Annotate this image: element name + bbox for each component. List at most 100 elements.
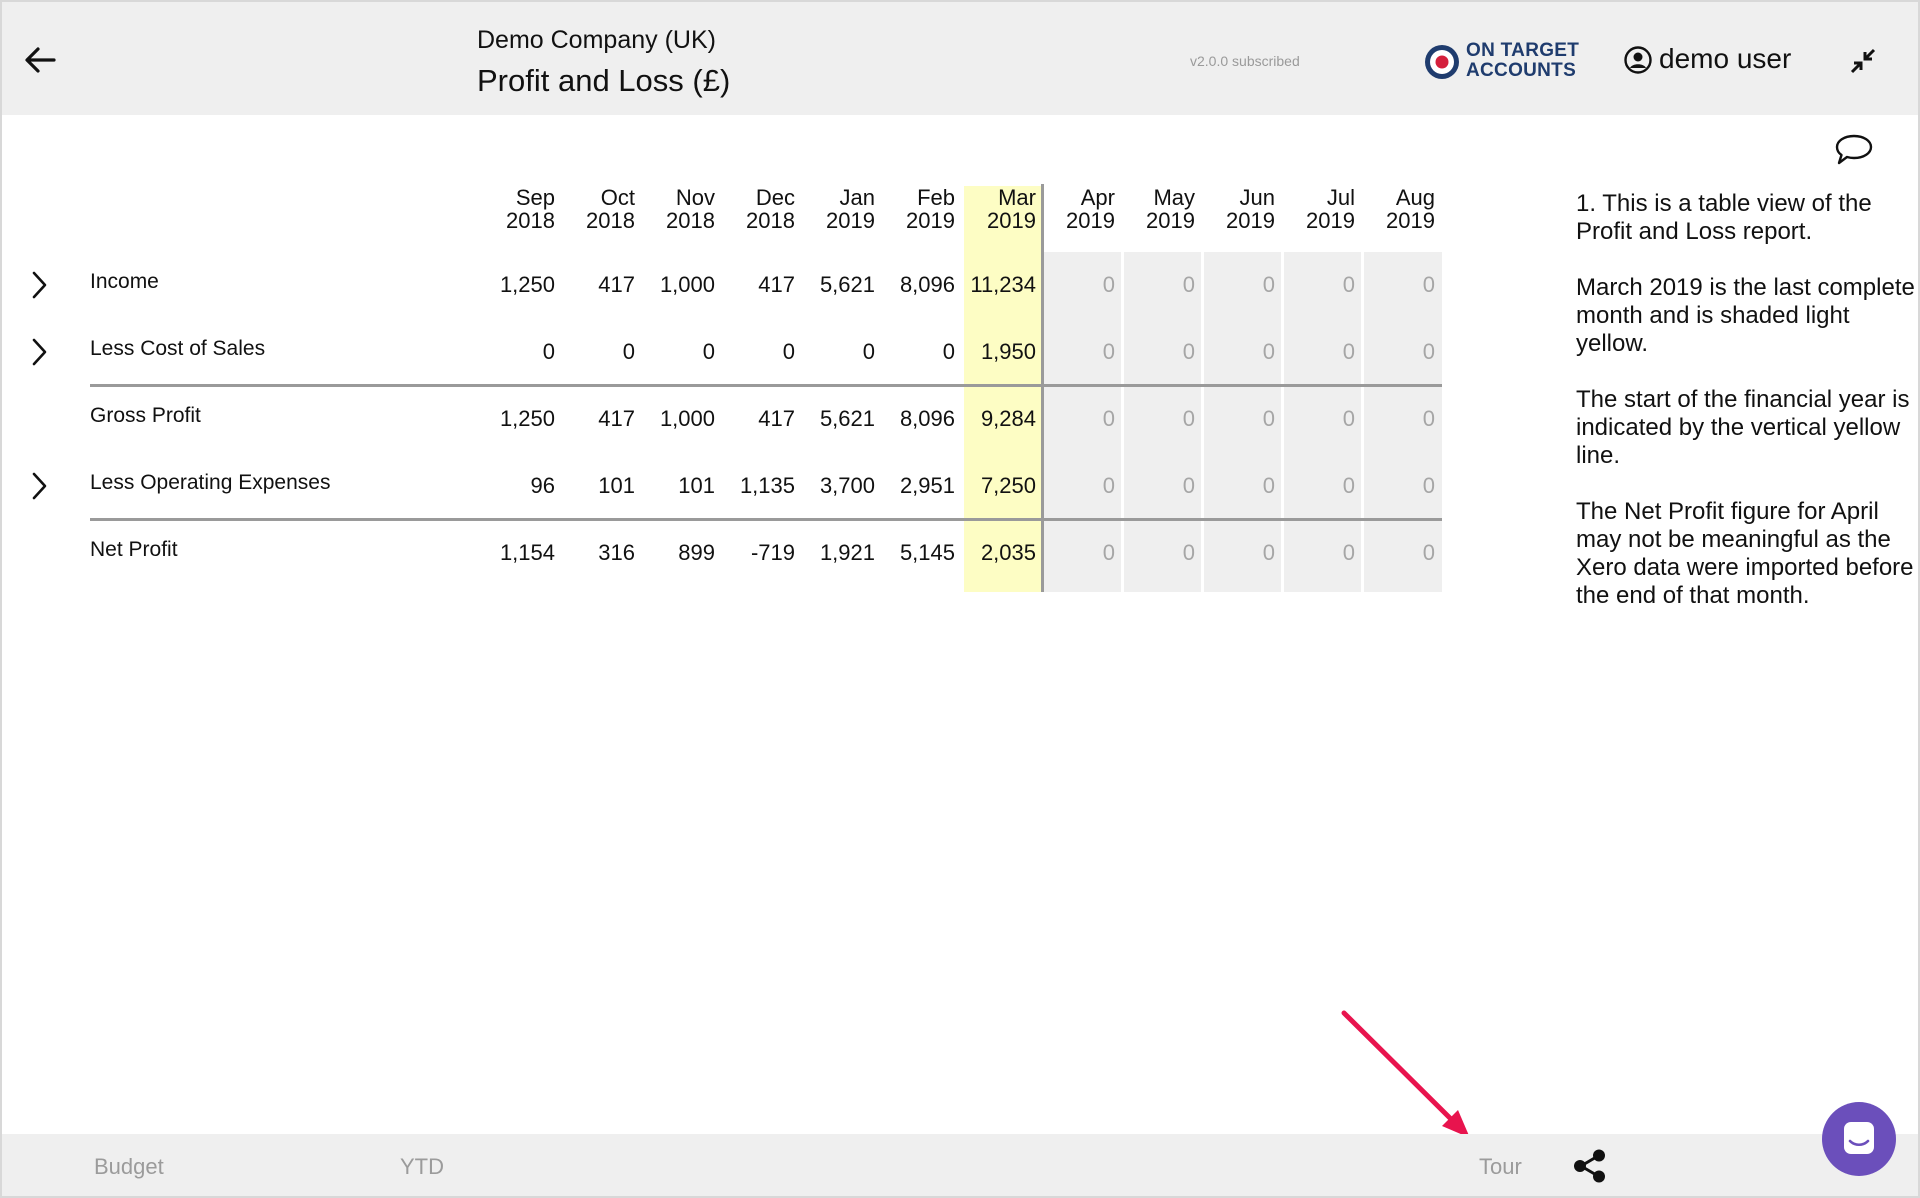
table-cell: 0 [1422,406,1435,431]
table-cell: 5,621 [819,406,875,431]
table-cell: 9,284 [980,406,1036,431]
table-cell: 1,135 [739,473,795,498]
table-cell: 0 [1342,473,1355,498]
table-cell: 2,951 [899,473,955,498]
column-header: Nov 2018 [666,185,715,233]
table-cell: 0 [1102,339,1115,364]
table-cell: 11,234 [970,272,1036,297]
back-arrow-icon[interactable] [20,40,60,80]
table-cell: 0 [1262,339,1275,364]
column-header: Oct 2018 [586,185,635,233]
table-cell: 417 [758,406,795,431]
table-cell: 1,000 [659,406,715,431]
table-cell: 1,950 [980,339,1036,364]
table-cell: 0 [1262,473,1275,498]
company-name: Demo Company (UK) [477,26,716,54]
table-cell: 5,621 [819,272,875,297]
column-header: Jul 2019 [1306,185,1355,233]
note-paragraph: The Net Profit figure for April may not … [1576,498,1914,609]
comment-icon[interactable] [1834,133,1874,167]
table-cell: 0 [1262,272,1275,297]
last-complete-month-shading [964,186,1043,592]
ytd-toggle[interactable]: YTD [400,1154,444,1179]
table-cell: 0 [1182,540,1195,565]
column-separator [1121,188,1124,592]
brand-logo: ON TARGET ACCOUNTS [1424,40,1584,84]
column-header: Aug 2019 [1386,185,1435,233]
column-header: Jun 2019 [1226,185,1275,233]
row-label: Net Profit [90,538,178,561]
expand-chevron-icon[interactable] [26,268,52,302]
financial-year-start-line [1041,184,1044,592]
table-cell: 1,250 [499,406,555,431]
table-cell: 0 [1342,540,1355,565]
page-title: Profit and Loss (£) [477,63,731,98]
note-paragraph: The start of the financial year is indic… [1576,386,1910,469]
table-cell: 8,096 [899,272,955,297]
tour-button[interactable]: Tour [1479,1154,1522,1179]
table-cell: 417 [598,272,635,297]
column-separator [1281,188,1284,592]
future-months-shading [1043,252,1442,592]
row-label: Less Cost of Sales [90,337,266,360]
table-cell: 899 [678,540,715,565]
table-cell: 0 [1102,272,1115,297]
table-cell: 0 [1182,473,1195,498]
table-cell: 96 [530,473,555,498]
table-cell: 0 [702,339,715,364]
version-label: v2.0.0 subscribed [1190,53,1300,69]
table-cell: 0 [542,339,555,364]
header-bar: Demo Company (UK) Profit and Loss (£) v2… [2,2,1918,115]
row-label: Gross Profit [90,404,201,427]
column-header: May 2019 [1146,185,1195,233]
table-cell: 0 [1342,406,1355,431]
subtotal-divider [90,518,1442,521]
brand-name: ON TARGET ACCOUNTS [1466,40,1580,81]
table-cell: 1,154 [499,540,555,565]
column-header: Jan 2019 [826,185,875,233]
footer-bar: Budget YTD Tour [2,1134,1918,1196]
account-circle-icon [1624,46,1652,74]
table-cell: -719 [750,540,795,565]
table-cell: 0 [1422,540,1435,565]
column-header: Feb 2019 [906,185,955,233]
annotation-arrow-icon [1341,1010,1470,1138]
table-cell: 1,000 [659,272,715,297]
chat-launcher-icon[interactable] [1822,1102,1896,1176]
table-cell: 0 [862,339,875,364]
table-cell: 417 [758,272,795,297]
table-cell: 0 [1102,540,1115,565]
table-cell: 417 [598,406,635,431]
row-label: Income [90,270,159,293]
note-paragraph: March 2019 is the last complete month an… [1576,274,1915,357]
table-cell: 0 [1182,272,1195,297]
table-cell: 1,921 [819,540,875,565]
table-cell: 0 [1182,406,1195,431]
collapse-fullscreen-icon[interactable] [1848,46,1878,76]
table-cell: 0 [1422,272,1435,297]
table-cell: 0 [1182,339,1195,364]
column-header: Sep 2018 [506,185,555,233]
table-cell: 101 [678,473,715,498]
table-cell: 0 [1102,406,1115,431]
row-label: Less Operating Expenses [90,471,331,494]
user-name: demo user [1659,43,1792,74]
budget-toggle[interactable]: Budget [94,1154,164,1179]
share-icon[interactable] [1572,1148,1608,1184]
expand-chevron-icon[interactable] [26,469,52,503]
table-cell: 0 [1422,473,1435,498]
table-cell: 0 [1102,473,1115,498]
table-cell: 0 [1262,540,1275,565]
table-cell: 3,700 [819,473,875,498]
note-paragraph: 1. This is a table view of the Profit an… [1576,190,1872,245]
expand-chevron-icon[interactable] [26,335,52,369]
table-cell: 8,096 [899,406,955,431]
column-header: Apr 2019 [1066,185,1115,233]
roundel-icon [1425,45,1459,79]
column-separator [1201,188,1204,592]
table-cell: 5,145 [899,540,955,565]
column-header: Dec 2018 [746,185,795,233]
table-cell: 0 [1342,339,1355,364]
subtotal-divider [90,384,1442,387]
